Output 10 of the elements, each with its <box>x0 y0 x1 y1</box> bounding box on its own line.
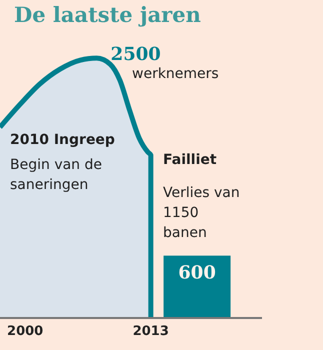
annotation: werknemers <box>132 65 220 84</box>
data-label: 2500 <box>110 44 161 66</box>
annotation: Failliet <box>163 151 218 170</box>
annotation: Begin van de saneringen <box>10 156 104 195</box>
annotation: 2010 Ingreep <box>10 131 116 150</box>
x-tick-label: 2000 <box>7 324 44 340</box>
x-tick-label: 2013 <box>132 324 169 340</box>
data-label: 600 <box>178 262 216 284</box>
chart-title: De laatste jaren <box>14 2 201 27</box>
annotation: Verlies van 1150 banen <box>163 184 241 243</box>
